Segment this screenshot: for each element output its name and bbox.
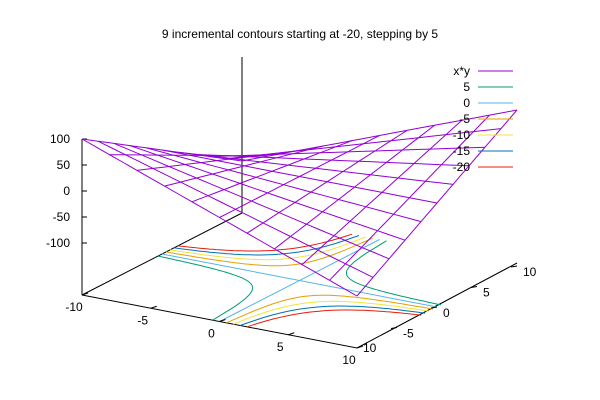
surface-line (241, 109, 518, 162)
y-tick-label: 5 (483, 286, 490, 300)
contour-line (345, 240, 442, 306)
z-axis: 100 50 0 -50 -100 (46, 57, 243, 295)
surface-line (225, 128, 502, 160)
surface-line (177, 151, 454, 185)
z-tick-label: 100 (50, 132, 70, 146)
legend-label: -10 (453, 128, 471, 142)
surface-line (193, 153, 470, 167)
x-tick-label: 5 (277, 340, 284, 354)
contour-line (169, 236, 366, 261)
surface-line (129, 145, 406, 241)
legend-label: 0 (463, 96, 470, 110)
y-tick (430, 306, 438, 309)
x-tick (81, 292, 89, 296)
contour-line (246, 309, 422, 328)
legend-label: -20 (453, 160, 471, 174)
contour-line (157, 255, 254, 321)
surface-mesh (81, 109, 518, 297)
y-axis-ticks: -5 0 5 10 10 (363, 265, 537, 355)
contour-line (161, 253, 438, 308)
x-tick-label: 0 (208, 327, 215, 341)
y-tick-label: -5 (403, 327, 414, 341)
legend: x*y 5 0 -5 -10 -15 -20 (453, 64, 513, 174)
legend-label: -15 (453, 144, 471, 158)
z-tick-label: -100 (46, 236, 70, 250)
surface-line (81, 138, 358, 297)
surface-line (145, 147, 422, 223)
x-tick-label: -5 (137, 313, 148, 327)
contour-line (177, 233, 353, 252)
legend-label: x*y (453, 64, 470, 78)
y-tick (470, 286, 478, 288)
legend-label: 5 (463, 80, 470, 94)
contour-line (233, 300, 430, 325)
contour-line (239, 305, 426, 326)
x-tick (356, 345, 364, 349)
y-tick (390, 327, 398, 329)
contours (157, 233, 442, 328)
x-tick (288, 332, 295, 336)
contour-line (173, 235, 360, 256)
chart-title: 9 incremental contours starting at -20, … (162, 27, 438, 41)
x-tick-label: -10 (65, 300, 83, 314)
y-tick (510, 265, 518, 268)
x-tick (219, 319, 226, 322)
surface-line (113, 142, 390, 260)
surface-line (209, 146, 486, 158)
surface-line (161, 149, 438, 204)
y-tick-label: 10 (363, 341, 377, 355)
z-tick-label: -50 (53, 210, 71, 224)
x-tick-label: 10 (342, 353, 356, 367)
contour-line (226, 294, 434, 324)
x-tick (150, 305, 157, 309)
base-frame (81, 262, 518, 349)
y-tick-label: 0 (443, 306, 450, 320)
y-tick-label: 10 (523, 265, 537, 279)
surface-line (97, 140, 374, 278)
legend-label: -5 (459, 112, 470, 126)
z-tick-label: 50 (57, 158, 71, 172)
x-axis-ticks: -10 -5 0 5 10 (65, 292, 364, 367)
z-tick-label: 0 (63, 184, 70, 198)
contour-line (165, 237, 373, 267)
